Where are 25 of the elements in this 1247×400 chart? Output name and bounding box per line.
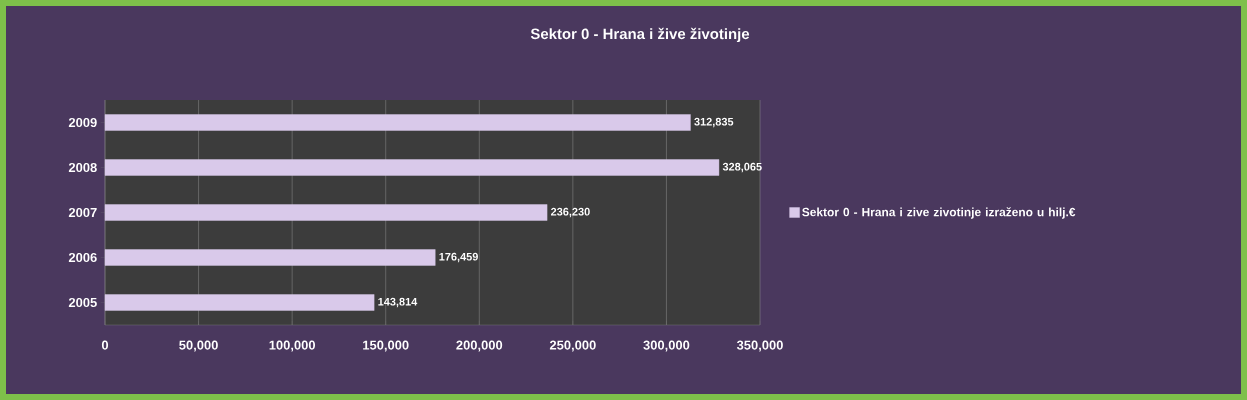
x-tick-label: 300,000 <box>643 340 690 352</box>
bar <box>104 204 548 221</box>
x-tick-label: 0 <box>101 340 109 350</box>
x-tick-label: 150,000 <box>363 340 409 352</box>
bar <box>104 249 436 266</box>
y-tick-label: 2007 <box>68 207 97 218</box>
x-tick-label: 350,000 <box>736 340 783 352</box>
data-label: 328,065 <box>722 162 762 173</box>
y-tick-label: 2005 <box>68 297 97 308</box>
y-tick-label: 2009 <box>68 117 97 128</box>
x-tick-label: 200,000 <box>456 340 503 352</box>
bar <box>104 159 720 176</box>
x-tick-label: 250,000 <box>549 340 596 352</box>
data-label: 236,230 <box>550 207 590 218</box>
y-tick-label: 2006 <box>68 252 97 263</box>
legend-label: Sektor 0 - Hrana i zive zivotinje izraženo u hilj.€ <box>802 207 1076 219</box>
x-tick-label: 100,000 <box>269 340 316 352</box>
x-tick-label: 50,000 <box>179 340 218 352</box>
data-label: 176,459 <box>439 252 478 263</box>
data-label: 143,814 <box>378 297 418 308</box>
bar <box>104 114 691 131</box>
y-tick-label: 2008 <box>68 162 97 173</box>
chart-title: Sektor 0 - Hrana i žive životinje <box>530 27 750 43</box>
bar <box>104 294 375 311</box>
data-label: 312,835 <box>694 117 734 128</box>
